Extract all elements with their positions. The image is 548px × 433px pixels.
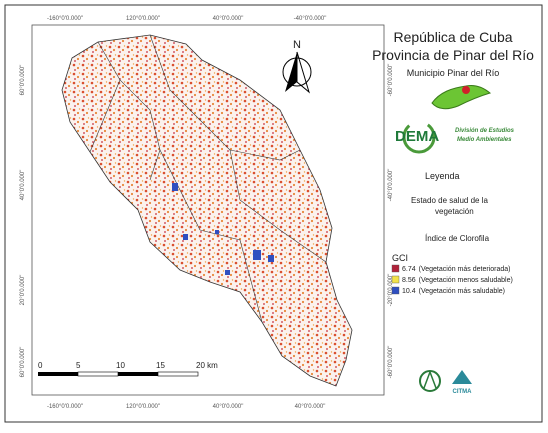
legend-swatch	[391, 264, 400, 273]
healthy-patches	[172, 183, 274, 275]
legend-value: 6.74	[402, 266, 416, 273]
coord-label: 40°0'0.000"	[213, 16, 244, 22]
legend-subject: vegetación	[435, 207, 474, 216]
legend-value: 8.56	[402, 277, 416, 284]
coord-label: -160°0'0.000"	[47, 16, 83, 22]
scale-label: 5	[76, 361, 81, 370]
coord-label: -40°0'0.000"	[294, 16, 327, 22]
coord-label: 120°0'0.000"	[126, 16, 160, 22]
legend-item: 10.4 (Vegetación más saludable)	[402, 288, 505, 295]
dema-logo	[402, 120, 436, 154]
footer-logos	[419, 370, 472, 392]
scale-label: 10	[116, 361, 125, 370]
coord-label: -60°0'0.000"	[388, 346, 394, 379]
scale-bar	[38, 371, 199, 377]
north-label: N	[293, 39, 301, 51]
logo-caption: Medio Ambientales	[457, 137, 512, 143]
scale-label: 0	[38, 361, 43, 370]
outer-frame	[4, 4, 543, 423]
subtitle: Provincia de Pinar del Río	[372, 47, 534, 63]
title: República de Cuba	[393, 29, 512, 45]
logo-name: DEMA	[395, 128, 439, 145]
coord-label: 20°0'0.000"	[20, 275, 26, 306]
coord-label: 60°0'0.000"	[20, 65, 26, 96]
north-arrow	[282, 51, 312, 94]
logo-caption: División de Estudios	[455, 128, 515, 134]
coord-label: -160°0'0.000"	[47, 404, 83, 410]
coord-label: 120°0'0.000"	[126, 404, 160, 410]
coord-label: 60°0'0.000"	[20, 347, 26, 378]
scale-label: 20 km	[196, 361, 218, 370]
org-name: CITMA	[453, 389, 473, 395]
scale-label: 15	[156, 361, 165, 370]
legend-swatch	[391, 286, 400, 295]
location-icon	[431, 85, 492, 110]
coord-label: -20°0'0.000"	[388, 274, 394, 307]
legend-index: Índice de Clorofila	[425, 234, 490, 243]
coord-label: -40°0'0.000"	[388, 169, 394, 202]
legend-title: Leyenda	[425, 171, 460, 181]
coord-label: 40°0'0.000"	[295, 404, 326, 410]
legend-item: 8.56 (Vegetación menos saludable)	[402, 277, 513, 284]
district-boundaries	[89, 34, 327, 323]
legend-subject: Estado de salud de la	[411, 196, 488, 205]
legend-value: 10.4	[402, 288, 416, 295]
municipality-area	[61, 34, 353, 387]
legend-text: (Vegetación más saludable)	[419, 288, 505, 295]
coord-label: -60°0'0.000"	[388, 64, 394, 97]
coord-label: 40°0'0.000"	[20, 170, 26, 201]
coord-label: 40°0'0.000"	[213, 404, 244, 410]
municipality: Municipio Pinar del Río	[407, 68, 500, 78]
legend-text: (Vegetación menos saludable)	[419, 277, 513, 284]
legend-swatch	[391, 275, 400, 284]
legend-item: 6.74 (Vegetación más deteriorada)	[402, 266, 510, 273]
legend-variable: GCI	[392, 253, 408, 263]
legend-text: (Vegetación más deteriorada)	[419, 266, 511, 273]
